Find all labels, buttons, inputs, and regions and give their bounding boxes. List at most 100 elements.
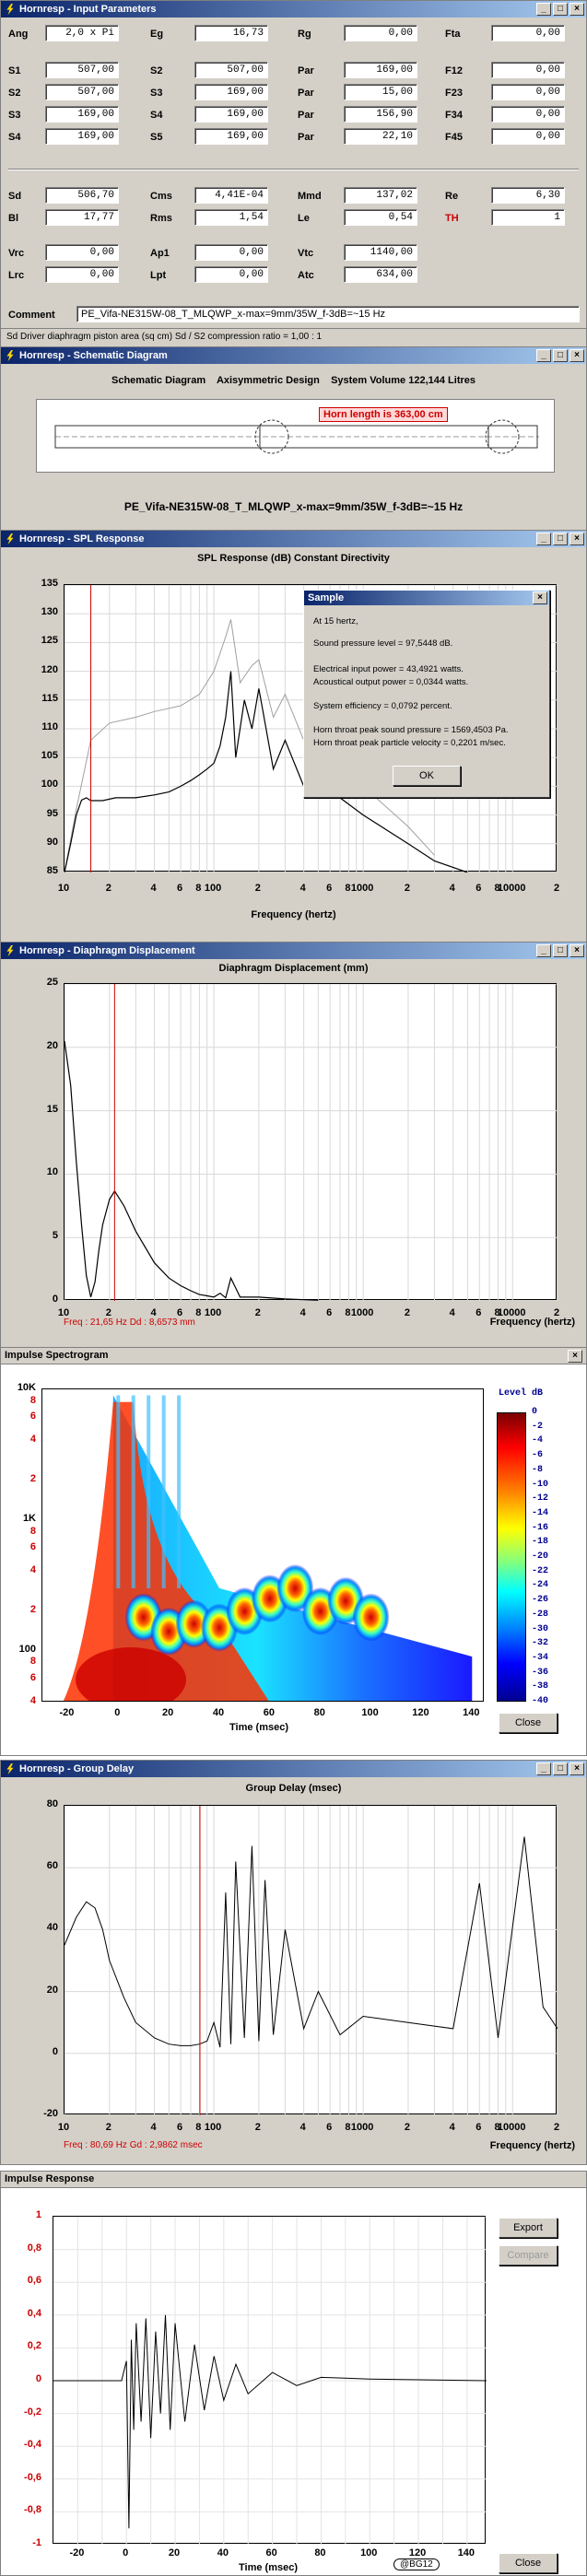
param-field[interactable]: 169,00 [45, 128, 119, 145]
param-field[interactable]: 6,30 [491, 187, 565, 204]
group-delay-plot[interactable] [64, 1805, 558, 2116]
bg12-badge: @BG12 [393, 2558, 440, 2570]
param-field[interactable]: 169,00 [194, 128, 268, 145]
x-tick-label: 4 [150, 2122, 157, 2133]
compare-button[interactable]: Compare [499, 2245, 558, 2266]
param-field[interactable]: 634,00 [344, 266, 417, 283]
param-field[interactable]: 0,00 [491, 128, 565, 145]
param-field[interactable]: 0,00 [491, 62, 565, 78]
param-field[interactable]: 1140,00 [344, 244, 417, 261]
divider [8, 169, 579, 170]
x-tick-label: 6 [326, 883, 333, 894]
param-field[interactable]: 156,90 [344, 106, 417, 123]
param-field[interactable]: 507,00 [194, 62, 268, 78]
y-tick-label: -0,4 [24, 2439, 41, 2451]
param-field[interactable]: 15,00 [344, 84, 417, 100]
group-delay-xlabel: Frequency (hertz) [489, 2140, 575, 2151]
legend-tick-label: -6 [532, 1450, 544, 1461]
legend-tick-label: -8 [532, 1464, 544, 1475]
param-field[interactable]: 16,73 [194, 25, 268, 41]
param-field[interactable]: 0,00 [491, 106, 565, 123]
param-field[interactable]: 0,00 [194, 266, 268, 283]
param-field[interactable]: 0,00 [45, 266, 119, 283]
param-field[interactable]: 4,41E-04 [194, 187, 268, 204]
x-tick-label: 120 [412, 1707, 429, 1718]
param-field[interactable]: 507,00 [45, 84, 119, 100]
x-tick-label: -20 [69, 2547, 85, 2558]
param-field[interactable]: 169,00 [194, 84, 268, 100]
y-tick-label: 40 [46, 1922, 58, 1934]
vertical-streak [116, 1395, 121, 1588]
param-field[interactable]: 0,00 [344, 25, 417, 41]
y-tick-label: 0 [35, 2373, 41, 2384]
param-label: Fta [445, 29, 461, 40]
param-field[interactable]: 1 [491, 209, 565, 226]
param-label: Ap1 [150, 248, 170, 259]
spectrogram-image [42, 1389, 483, 1701]
spectrogram-plot[interactable] [41, 1388, 484, 1702]
dialog-close-button[interactable]: × [533, 591, 547, 604]
dialog-line: Horn throat peak particle velocity = 0,2… [313, 738, 506, 748]
close-button[interactable]: Close [499, 2553, 558, 2573]
param-field[interactable]: 169,00 [45, 106, 119, 123]
x-tick-label: 2 [254, 883, 261, 894]
maximize-button[interactable]: □ [553, 533, 568, 545]
x-tick-label: 120 [408, 2547, 427, 2558]
titlebar: Hornresp - Input Parameters _ □ × [1, 1, 586, 18]
minimize-button[interactable]: _ [536, 944, 551, 957]
param-field[interactable]: 0,00 [491, 84, 565, 100]
minimize-button[interactable]: _ [536, 3, 551, 16]
low-frequency-peak [76, 1647, 186, 1701]
close-button[interactable]: × [569, 3, 584, 16]
param-field[interactable]: 0,00 [491, 25, 565, 41]
close-button[interactable]: × [569, 1762, 584, 1775]
param-field[interactable]: 0,00 [194, 244, 268, 261]
close-button[interactable]: × [569, 944, 584, 957]
y-tick-label: 0,6 [27, 2275, 41, 2287]
x-tick-label: 4 [299, 883, 306, 894]
impulse-plot[interactable] [53, 2216, 487, 2546]
maximize-button[interactable]: □ [553, 1762, 568, 1775]
param-field[interactable]: 137,02 [344, 187, 417, 204]
comment-field[interactable]: PE_Vifa-NE315W-08_T_MLQWP_x-max=9mm/35W_… [76, 306, 580, 322]
close-button[interactable]: × [569, 349, 584, 362]
param-field[interactable]: 169,00 [194, 106, 268, 123]
maximize-button[interactable]: □ [553, 3, 568, 16]
param-field[interactable]: 507,00 [45, 62, 119, 78]
minimize-button[interactable]: _ [536, 349, 551, 362]
schematic-canvas: Horn length is 363,00 cm [36, 399, 555, 473]
param-field[interactable]: 1,54 [194, 209, 268, 226]
maximize-button[interactable]: □ [553, 944, 568, 957]
param-field[interactable]: 22,10 [344, 128, 417, 145]
y-tick-label: 0,2 [27, 2340, 41, 2352]
y-tick-label: 5 [52, 1230, 58, 1242]
param-label: Par [298, 132, 314, 143]
export-button[interactable]: Export [499, 2218, 558, 2238]
y-tick-label: 4 [29, 1564, 36, 1576]
param-field[interactable]: 0,54 [344, 209, 417, 226]
x-tick-label: 4 [299, 2122, 306, 2133]
param-field[interactable]: 2,0 x Pi [45, 25, 119, 41]
param-label: F45 [445, 132, 463, 143]
ok-button[interactable]: OK [393, 766, 461, 786]
x-tick-label: 0 [123, 2547, 129, 2558]
y-tick-label: 25 [46, 977, 58, 988]
minimize-button[interactable]: _ [536, 1762, 551, 1775]
displacement-plot[interactable] [64, 983, 558, 1302]
close-icon[interactable]: × [568, 1350, 582, 1363]
param-field[interactable]: 506,70 [45, 187, 119, 204]
param-field[interactable]: 0,00 [45, 244, 119, 261]
spectrogram-title: Impulse Spectrogram [1, 1348, 586, 1364]
spl-xlabel: Frequency (hertz) [251, 909, 336, 920]
minimize-button[interactable]: _ [536, 533, 551, 545]
legend-tick-label: -28 [532, 1609, 549, 1620]
legend-tick-label: -10 [532, 1479, 549, 1490]
param-field[interactable]: 17,77 [45, 209, 119, 226]
x-tick-label: 4 [299, 1307, 306, 1318]
y-tick-label: 4 [29, 1434, 36, 1446]
close-button[interactable]: Close [499, 1713, 558, 1733]
close-button[interactable]: × [569, 533, 584, 545]
maximize-button[interactable]: □ [553, 349, 568, 362]
legend-tick-label: -20 [532, 1551, 549, 1562]
param-field[interactable]: 169,00 [344, 62, 417, 78]
